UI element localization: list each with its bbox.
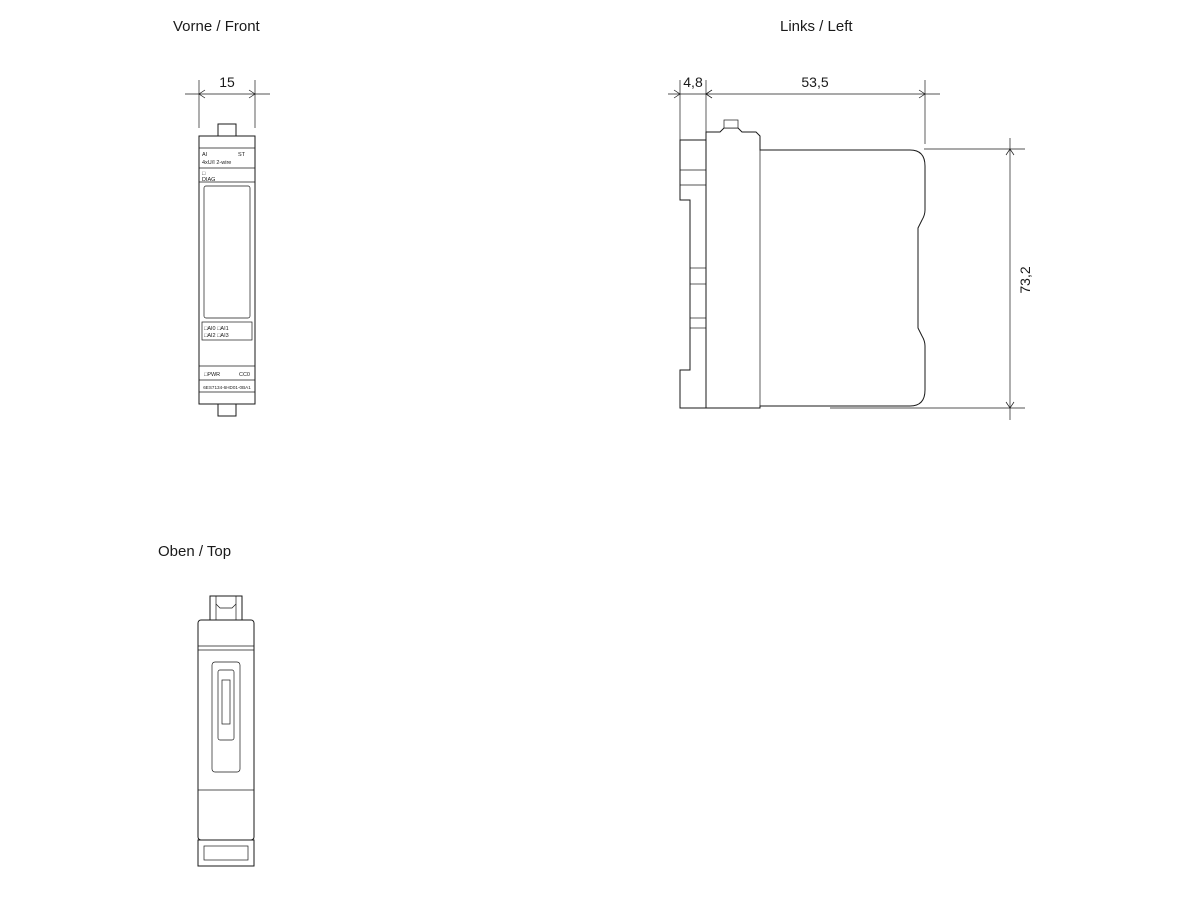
left-dim-depth1-label: 4,8 <box>683 74 703 90</box>
left-dim-height-label: 73,2 <box>1017 266 1033 293</box>
front-text-cc: CC0 <box>239 372 250 378</box>
front-text-diag: DIAG <box>202 177 215 183</box>
front-dim-width-label: 15 <box>219 74 235 90</box>
front-dim-width: 15 <box>185 74 270 128</box>
top-module-outline <box>198 596 254 866</box>
front-text-part: 6ES7134-6HD01-0BA1 <box>203 385 251 390</box>
front-text-ai-row2: □AI2 □AI3 <box>204 333 229 339</box>
front-text-st: ST <box>238 152 246 158</box>
front-text-ai: AI <box>202 152 208 158</box>
top-view-drawing <box>160 590 300 880</box>
front-text-pwr: □PWR <box>204 372 220 378</box>
left-dim-depth2-label: 53,5 <box>801 74 828 90</box>
front-view-drawing: 15 AI ST 4xU/I 2-wire □ DIAG □AI0 □AI1 □… <box>160 70 300 430</box>
front-text-type: 4xU/I 2-wire <box>202 160 231 166</box>
top-view-title: Oben / Top <box>158 543 231 560</box>
left-view-title: Links / Left <box>780 18 853 35</box>
left-module-outline <box>680 120 925 408</box>
front-view-title: Vorne / Front <box>173 18 260 35</box>
left-view-drawing: 4,8 53,5 73,2 <box>660 70 1070 430</box>
front-text-ai-row1: □AI0 □AI1 <box>204 326 229 332</box>
